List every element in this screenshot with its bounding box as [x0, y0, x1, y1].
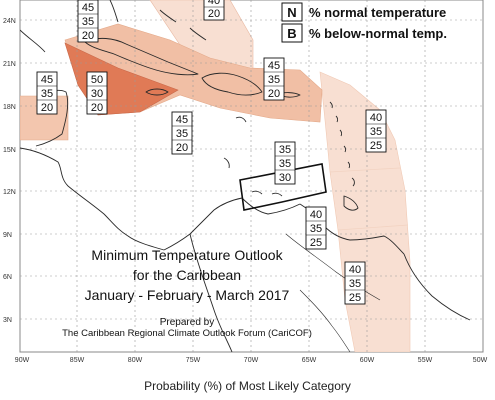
lat-label: 6N	[3, 274, 12, 281]
legend-text-below: % below-normal temp.	[309, 26, 447, 41]
probability-box-frame	[365, 109, 387, 153]
legend-key-n: N	[287, 5, 296, 20]
credit-line-1: Prepared by	[160, 317, 214, 328]
probability-value: 20	[176, 142, 188, 154]
title-line-3: January - February - March 2017	[85, 287, 290, 303]
region-outline-southern-caribbean	[239, 163, 327, 211]
lon-label: 75W	[186, 357, 201, 364]
probability-value: 35	[176, 128, 188, 140]
probability-box: 40 35 25	[365, 109, 387, 153]
lon-label: 55W	[418, 357, 433, 364]
title-line-1: Minimum Temperature Outlook	[91, 247, 283, 263]
lon-label: 65W	[302, 357, 317, 364]
title-line-2: for the Caribbean	[133, 267, 241, 283]
probability-value: 20	[41, 102, 53, 114]
map-title: Minimum Temperature Outlook for the Cari…	[62, 247, 312, 339]
probability-value: 40	[349, 264, 361, 276]
top-box-value-1: 40	[208, 0, 220, 7]
map-caption: Probability (%) of Most Likely Category	[144, 379, 351, 393]
legend-text-normal: % normal temperature	[309, 5, 446, 20]
probability-box: 50 30 20	[86, 71, 108, 115]
probability-value: 20	[268, 88, 280, 100]
probability-boxes: 4535204535205030204535204535204035253535…	[36, 0, 387, 305]
probability-value: 45	[41, 74, 53, 86]
probability-box: 40 35 25	[344, 261, 366, 305]
latitude-labels: 24N 21N 18N 15N 12N 9N 6N 3N	[3, 18, 16, 324]
probability-value: 45	[268, 60, 280, 72]
probability-value: 35	[279, 158, 291, 170]
probability-box-frame	[344, 261, 366, 305]
probability-box: 45 35 20	[171, 111, 193, 155]
probability-box-frame	[77, 0, 99, 43]
probability-box-frame	[171, 111, 193, 155]
probability-value: 35	[279, 144, 291, 156]
lat-label: 24N	[3, 18, 16, 25]
probability-value: 20	[82, 30, 94, 42]
probability-value: 40	[370, 112, 382, 124]
lat-label: 12N	[3, 189, 16, 196]
region-separators	[329, 167, 409, 231]
lon-label: 85W	[70, 357, 85, 364]
probability-value: 40	[310, 209, 322, 221]
probability-value: 45	[176, 114, 188, 126]
lon-label: 50W	[473, 357, 488, 364]
probability-value: 25	[349, 292, 361, 304]
probability-value: 25	[310, 237, 322, 249]
lon-label: 90W	[15, 357, 30, 364]
probability-box-top-partial: 40 20	[203, 0, 225, 21]
lon-label: 80W	[128, 357, 143, 364]
longitude-labels: 90W 85W 80W 75W 70W 65W 60W 55W 50W	[15, 357, 488, 364]
credit-line-2: The Caribbean Regional Climate Outlook F…	[62, 328, 312, 339]
probability-box: 40 35 25	[305, 206, 327, 250]
probability-value: 50	[91, 74, 103, 86]
lat-label: 15N	[3, 147, 16, 154]
legend-key-n-box	[281, 2, 303, 22]
probability-box: 45 35 20	[77, 0, 99, 43]
lat-label: 18N	[3, 104, 16, 111]
probability-value: 20	[91, 102, 103, 114]
probability-value: 25	[370, 140, 382, 152]
lon-label: 70W	[244, 357, 259, 364]
lon-label: 60W	[360, 357, 375, 364]
probability-box: 45 35 20	[36, 71, 58, 115]
probability-value: 45	[82, 2, 94, 14]
legend: N % normal temperature B % below-normal …	[281, 2, 447, 43]
probability-value: 30	[279, 172, 291, 184]
lat-label: 3N	[3, 317, 12, 324]
probability-value: 35	[41, 88, 53, 100]
legend-key-b: B	[287, 26, 296, 41]
probability-box-frame	[263, 57, 285, 101]
legend-key-b-box	[281, 23, 303, 43]
lat-label: 9N	[3, 232, 12, 239]
probability-box-frame	[36, 71, 58, 115]
probability-value: 35	[370, 126, 382, 138]
probability-value: 35	[82, 16, 94, 28]
probability-value: 30	[91, 88, 103, 100]
lat-label: 21N	[3, 61, 16, 68]
probability-box-frame	[86, 71, 108, 115]
probability-value: 35	[310, 223, 322, 235]
graticule	[20, 0, 483, 352]
top-box-value-2: 20	[208, 8, 220, 20]
probability-box-frame	[305, 206, 327, 250]
probability-value: 35	[268, 74, 280, 86]
probability-box: 45 35 20	[263, 57, 285, 101]
probability-value: 35	[349, 278, 361, 290]
probability-box-frame	[274, 141, 296, 185]
probability-box: 35 35 30	[274, 141, 296, 185]
